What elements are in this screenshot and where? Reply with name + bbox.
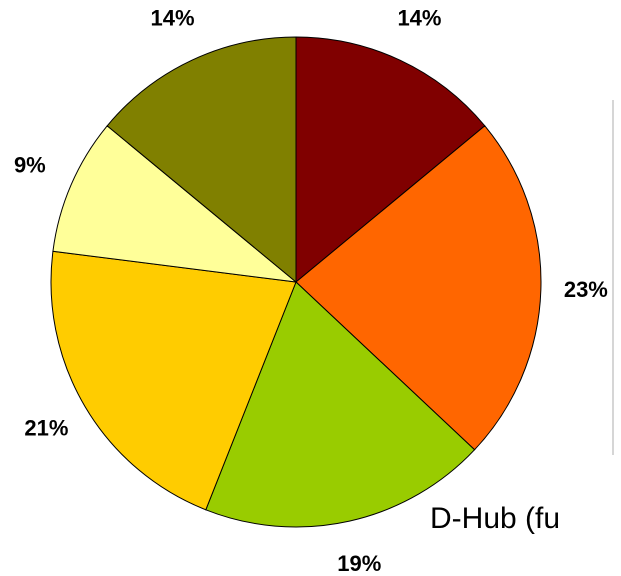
pie-slice xyxy=(295,125,542,451)
pie-slice xyxy=(205,281,476,528)
pie-slice xyxy=(50,250,297,511)
data-label: 21% xyxy=(24,415,68,440)
pie-slice xyxy=(106,36,297,284)
data-label: 9% xyxy=(14,153,46,178)
pie-slice xyxy=(52,125,298,283)
data-label: 19% xyxy=(337,551,381,576)
data-label: 23% xyxy=(564,277,608,302)
pie-slice xyxy=(295,36,486,284)
data-label: 14% xyxy=(397,5,441,30)
annotation: D-Hub (fu xyxy=(430,502,560,535)
data-label: 14% xyxy=(151,5,195,30)
